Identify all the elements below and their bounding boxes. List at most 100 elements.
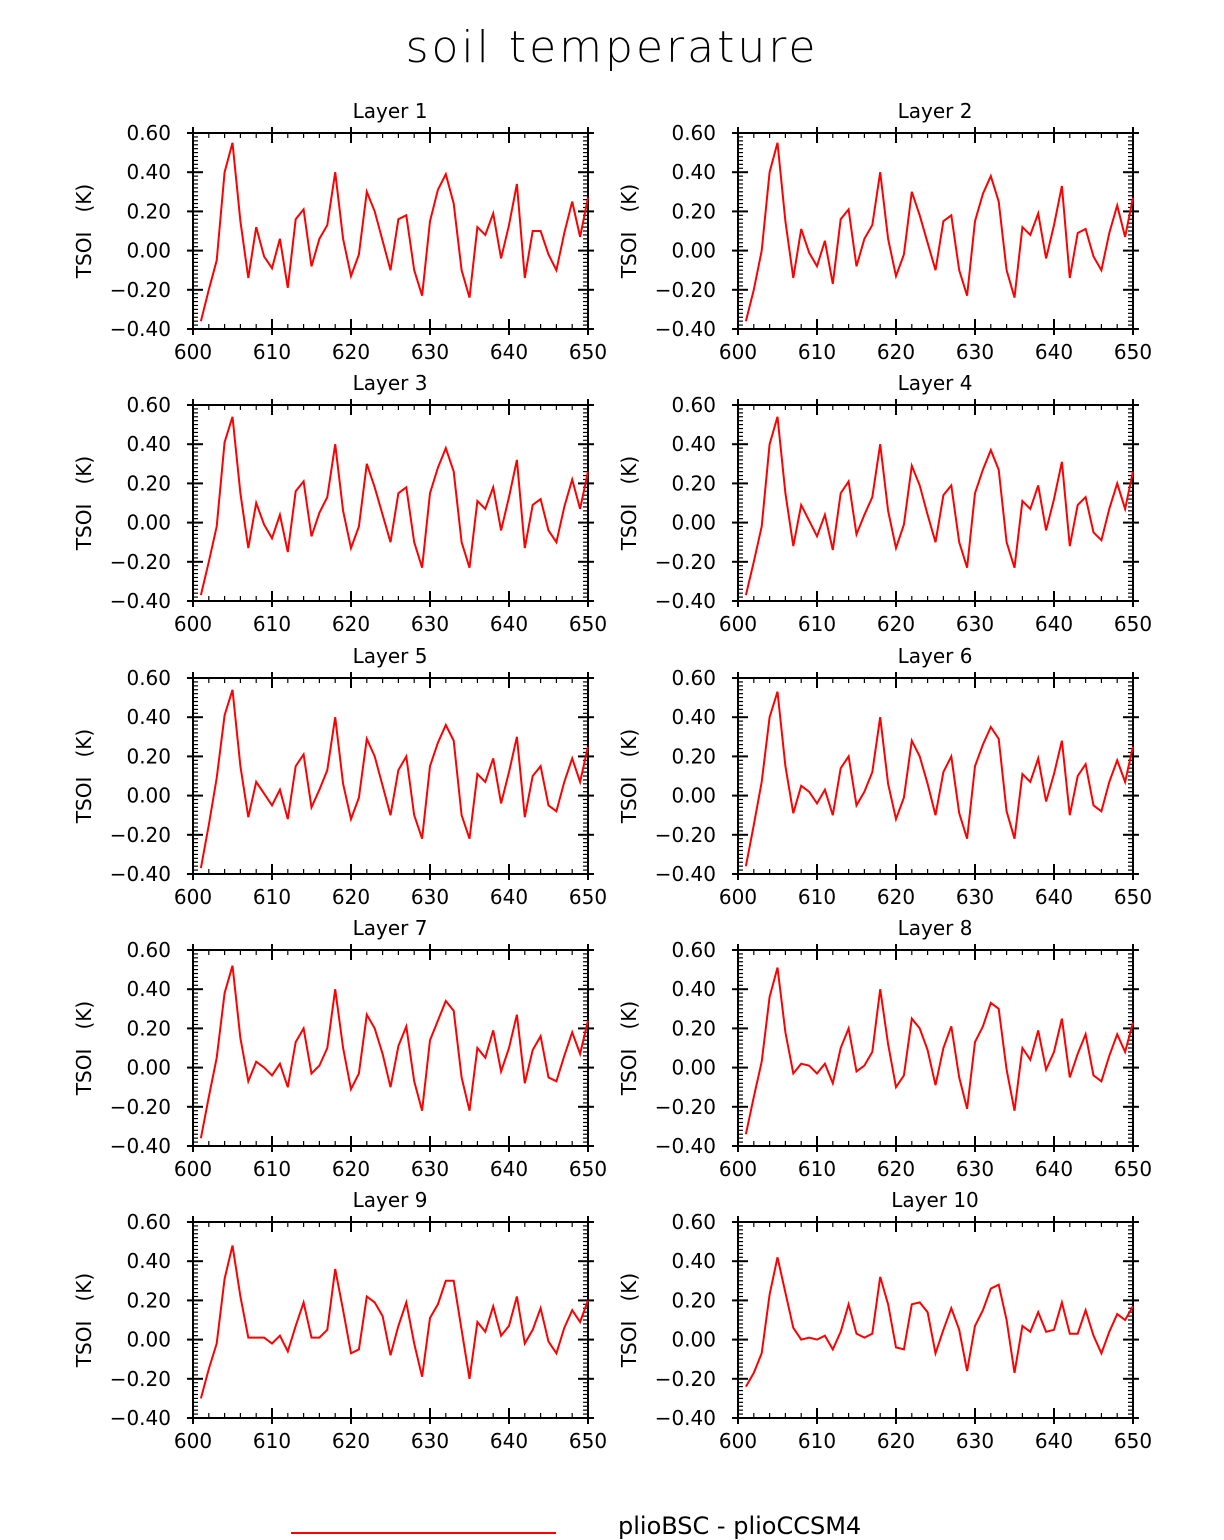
y-tick-label: 0.60 bbox=[671, 666, 716, 690]
legend: plioBSC - plioCCSM4 bbox=[0, 1510, 1224, 1540]
x-tick-label: 620 bbox=[332, 612, 370, 636]
x-tick-label: 630 bbox=[956, 340, 994, 364]
x-tick-label: 630 bbox=[956, 1157, 994, 1181]
plot-frame bbox=[737, 404, 1134, 602]
y-tick-label: 0.20 bbox=[126, 1016, 171, 1040]
y-axis-label: TSOI (K) bbox=[617, 1273, 641, 1368]
panel-layer-5: 600 610 620 630 640 650 0.60 0.40 0.20 0.00 −0.20 −… bbox=[72, 644, 607, 909]
x-tick-label: 650 bbox=[569, 340, 607, 364]
x-tick-label: 610 bbox=[253, 612, 291, 636]
panel-layer-3: 600 610 620 630 640 650 0.60 0.40 0.20 0.00 −0.20 −… bbox=[72, 371, 607, 636]
y-tick-label: −0.40 bbox=[110, 1134, 171, 1158]
series-line bbox=[745, 1257, 1134, 1388]
y-tick-label: 0.40 bbox=[126, 705, 171, 729]
panel-title: Layer 3 bbox=[353, 371, 428, 395]
y-tick-label: 0.00 bbox=[126, 784, 171, 808]
x-tick-label: 650 bbox=[1114, 612, 1152, 636]
x-tick-label: 640 bbox=[490, 885, 528, 909]
x-tick-label: 630 bbox=[411, 340, 449, 364]
y-axis-label: TSOI (K) bbox=[72, 184, 96, 279]
y-tick-label: −0.40 bbox=[110, 317, 171, 341]
x-tick-label: 620 bbox=[877, 1429, 915, 1453]
x-tick-label: 640 bbox=[1035, 612, 1073, 636]
x-tick-label: 630 bbox=[956, 1429, 994, 1453]
x-tick-label: 610 bbox=[798, 612, 836, 636]
x-tick-label: 620 bbox=[332, 340, 370, 364]
y-tick-label: 0.00 bbox=[671, 784, 716, 808]
panel-title: Layer 10 bbox=[891, 1188, 979, 1212]
x-tick-label: 610 bbox=[253, 1429, 291, 1453]
x-tick-label: 630 bbox=[411, 1157, 449, 1181]
y-tick-label: 0.00 bbox=[671, 239, 716, 263]
y-tick-label: 0.60 bbox=[126, 121, 171, 145]
plot-frame bbox=[737, 677, 1134, 875]
y-tick-label: −0.40 bbox=[655, 1406, 716, 1430]
x-tick-label: 620 bbox=[877, 612, 915, 636]
x-tick-label: 620 bbox=[332, 1157, 370, 1181]
y-tick-label: 0.00 bbox=[671, 1328, 716, 1352]
y-tick-label: 0.40 bbox=[126, 1249, 171, 1273]
x-tick-label: 640 bbox=[1035, 1429, 1073, 1453]
plot-frame bbox=[737, 132, 1134, 330]
panel-title: Layer 7 bbox=[353, 916, 428, 940]
panel-layer-2: 600 610 620 630 640 650 0.60 0.40 0.20 0.00 −0.20 −… bbox=[617, 99, 1152, 364]
x-tick-label: 640 bbox=[490, 612, 528, 636]
panel-layer-9: 600 610 620 630 640 650 0.60 0.40 0.20 0.00 −0.20 −… bbox=[72, 1188, 607, 1453]
x-tick-label: 610 bbox=[253, 1157, 291, 1181]
x-tick-label: 640 bbox=[490, 340, 528, 364]
y-tick-label: −0.20 bbox=[655, 550, 716, 574]
y-tick-label: 0.00 bbox=[126, 239, 171, 263]
y-tick-label: 0.40 bbox=[671, 1249, 716, 1273]
y-axis-label: TSOI (K) bbox=[72, 1001, 96, 1096]
series-line bbox=[199, 1245, 589, 1399]
panel-title: Layer 9 bbox=[353, 1188, 428, 1212]
y-tick-label: −0.40 bbox=[110, 862, 171, 886]
panel-title: Layer 6 bbox=[898, 644, 973, 668]
y-tick-label: 0.20 bbox=[126, 199, 171, 223]
y-tick-label: 0.00 bbox=[671, 511, 716, 535]
panel-title: Layer 5 bbox=[353, 644, 428, 668]
panel-layer-10: 600 610 620 630 640 650 0.60 0.40 0.20 0.00 −0.20 −… bbox=[617, 1188, 1152, 1453]
panel-layer-8: 600 610 620 630 640 650 0.60 0.40 0.20 0.00 −0.20 −… bbox=[617, 916, 1152, 1181]
y-tick-label: 0.60 bbox=[126, 393, 171, 417]
y-tick-label: 0.60 bbox=[671, 1210, 716, 1234]
y-tick-label: 0.60 bbox=[126, 666, 171, 690]
panel-layer-6: 600 610 620 630 640 650 0.60 0.40 0.20 0.00 −0.20 −… bbox=[617, 644, 1152, 909]
x-tick-label: 600 bbox=[174, 612, 212, 636]
x-tick-label: 620 bbox=[877, 885, 915, 909]
series-line bbox=[199, 142, 589, 322]
y-axis-label: TSOI (K) bbox=[617, 456, 641, 551]
x-tick-label: 600 bbox=[174, 885, 212, 909]
x-tick-label: 600 bbox=[174, 1157, 212, 1181]
x-tick-label: 600 bbox=[719, 1157, 757, 1181]
plot-frame bbox=[192, 132, 589, 330]
y-tick-label: 0.20 bbox=[671, 199, 716, 223]
x-tick-label: 600 bbox=[174, 1429, 212, 1453]
y-tick-label: −0.40 bbox=[110, 1406, 171, 1430]
y-axis-label: TSOI (K) bbox=[617, 1001, 641, 1096]
y-tick-label: 0.60 bbox=[126, 938, 171, 962]
x-tick-label: 600 bbox=[719, 885, 757, 909]
plot-frame bbox=[737, 1221, 1134, 1419]
y-tick-label: −0.40 bbox=[655, 589, 716, 613]
x-tick-label: 620 bbox=[332, 1429, 370, 1453]
y-tick-label: 0.40 bbox=[671, 705, 716, 729]
plot-frame bbox=[192, 949, 589, 1147]
y-tick-label: −0.20 bbox=[110, 550, 171, 574]
y-tick-label: 0.20 bbox=[671, 1016, 716, 1040]
series-line bbox=[199, 965, 589, 1139]
y-axis-label: TSOI (K) bbox=[72, 729, 96, 824]
legend-label: plioBSC - plioCCSM4 bbox=[618, 1512, 862, 1540]
x-tick-label: 650 bbox=[1114, 340, 1152, 364]
x-tick-label: 640 bbox=[490, 1157, 528, 1181]
x-tick-label: 650 bbox=[569, 1157, 607, 1181]
plot-frame bbox=[192, 404, 589, 602]
x-tick-label: 630 bbox=[411, 1429, 449, 1453]
panel-layer-1: 600 610 620 630 640 650 0.60 0.40 0.20 0.00 −0.20 −… bbox=[72, 99, 607, 364]
panel-title: Layer 2 bbox=[898, 99, 973, 123]
y-tick-label: 0.20 bbox=[671, 744, 716, 768]
x-tick-label: 610 bbox=[253, 340, 291, 364]
panel-title: Layer 8 bbox=[898, 916, 973, 940]
y-axis-label: TSOI (K) bbox=[617, 729, 641, 824]
